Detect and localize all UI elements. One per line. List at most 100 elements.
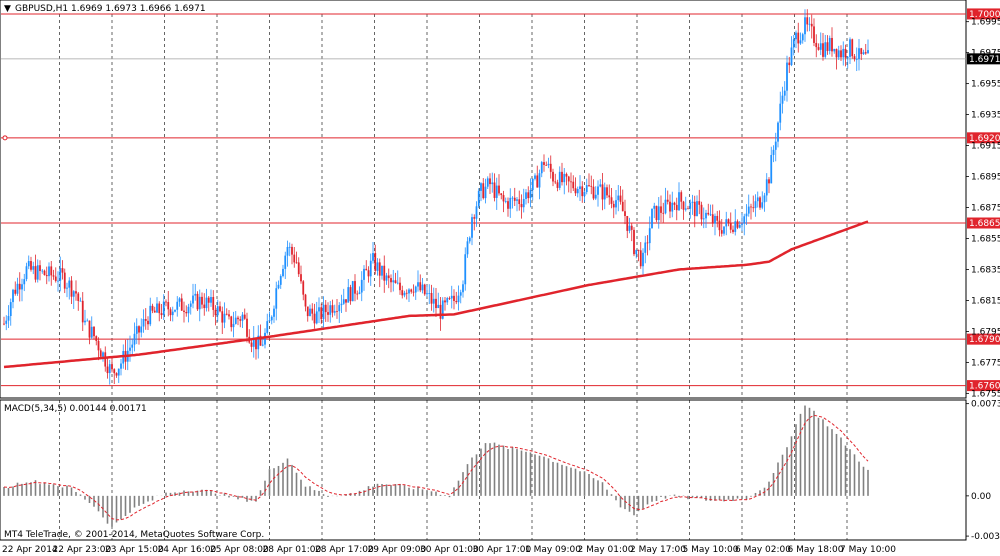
candle-body: [234, 317, 237, 324]
candle-body: [864, 52, 867, 54]
candle-body: [565, 173, 568, 177]
candle-body: [567, 176, 570, 182]
candle-body: [50, 266, 53, 276]
level-price-label: 1.6865: [969, 219, 1000, 229]
macd-histogram: [3, 405, 869, 527]
candle-body: [693, 201, 696, 217]
candle-body: [358, 292, 361, 294]
candle-body: [491, 182, 494, 185]
candle-body: [421, 284, 424, 291]
time-axis-label: 2 May 17:00: [630, 545, 686, 555]
candle-body: [336, 311, 338, 312]
price-tick-label: 1.6815: [971, 296, 1000, 306]
candle-body: [372, 253, 374, 261]
candle-body: [295, 262, 298, 264]
level-handle[interactable]: [2, 135, 8, 141]
candle-body: [610, 197, 613, 204]
time-axis-label: 30 Apr 01:00: [420, 545, 479, 555]
candle-body: [630, 225, 633, 230]
level-price-label: 1.6920: [969, 134, 1000, 144]
candle-body: [70, 280, 73, 297]
candle-body: [752, 207, 755, 209]
candle-body: [666, 199, 669, 202]
candle-body: [657, 206, 660, 221]
candle-body: [246, 318, 248, 337]
candle-body: [601, 184, 604, 200]
candle-body: [664, 199, 667, 214]
candle-body: [435, 298, 437, 309]
candle-body: [131, 344, 134, 348]
candle-body: [133, 333, 136, 345]
candle-body: [702, 218, 705, 220]
candle-body: [779, 103, 782, 123]
time-axis-label: 23 Apr 15:00: [105, 545, 164, 555]
macd-panel[interactable]: [0, 399, 967, 541]
candle-body: [756, 197, 759, 202]
candle-body: [687, 208, 689, 210]
candle-body: [754, 201, 757, 209]
candle-body: [468, 237, 471, 242]
candle-body: [14, 289, 17, 294]
candle-body: [225, 313, 228, 315]
candle-body: [113, 369, 116, 374]
candle-body: [689, 202, 692, 209]
candle-body: [556, 182, 559, 188]
candle-body: [747, 206, 750, 214]
price-tick-label: 1.6855: [971, 234, 1000, 244]
candle-body: [300, 274, 302, 282]
time-axis-label: 25 Apr 08:00: [210, 545, 269, 555]
candle-body: [95, 336, 98, 341]
candle-body: [606, 187, 608, 196]
candle-body: [464, 254, 467, 285]
candle-body: [855, 59, 858, 60]
candle-body: [493, 182, 496, 198]
candle-body: [18, 283, 21, 290]
grid-lines: [59, 14, 848, 540]
candle-body: [266, 321, 269, 333]
candle-body: [727, 219, 730, 223]
candle-body: [430, 293, 433, 304]
candle-body: [54, 276, 57, 281]
candle-body: [291, 246, 293, 255]
candle-body: [30, 261, 32, 270]
candle-body: [205, 297, 208, 309]
time-axis-label: 22 Apr 23:00: [53, 545, 112, 555]
candle-body: [180, 298, 183, 311]
candle-body: [655, 205, 658, 221]
time-axis-label: 29 Apr 09:00: [368, 545, 427, 555]
candle-body: [48, 266, 50, 277]
candle-body: [187, 306, 190, 314]
candle-body: [522, 198, 525, 208]
candle-body: [651, 208, 653, 229]
candle-body: [709, 214, 712, 216]
candle-body: [680, 192, 683, 202]
candle-body: [243, 314, 246, 319]
macd-signal-line: [3, 414, 869, 521]
menu-triangle-icon[interactable]: ▼: [4, 4, 11, 14]
candle-body: [621, 201, 624, 212]
candle-body: [151, 305, 154, 311]
candle-body: [257, 335, 260, 350]
candle-body: [192, 295, 194, 304]
candle-body: [277, 284, 280, 289]
level-price-label: 1.6790: [969, 335, 1000, 345]
candle-body: [356, 293, 359, 295]
horizontal-levels[interactable]: 1.7000 1.6920 1.6865 1.6790 1.6760 1.6971: [1, 8, 1000, 392]
candle-body: [576, 189, 579, 194]
candle-body: [615, 200, 617, 208]
candle-body: [797, 32, 800, 44]
candle-body: [268, 320, 271, 322]
candle-body: [360, 279, 363, 293]
candle-body: [671, 202, 674, 212]
candle-body: [237, 317, 239, 320]
level-price-label-bg: [967, 380, 1000, 392]
candle-body: [138, 326, 140, 333]
candle-body: [99, 350, 102, 357]
candle-body: [135, 326, 138, 334]
candle-body: [329, 305, 332, 315]
candle-body: [394, 280, 397, 284]
candle-body: [185, 312, 188, 314]
candle-body: [239, 319, 242, 321]
candle-body: [320, 307, 323, 320]
